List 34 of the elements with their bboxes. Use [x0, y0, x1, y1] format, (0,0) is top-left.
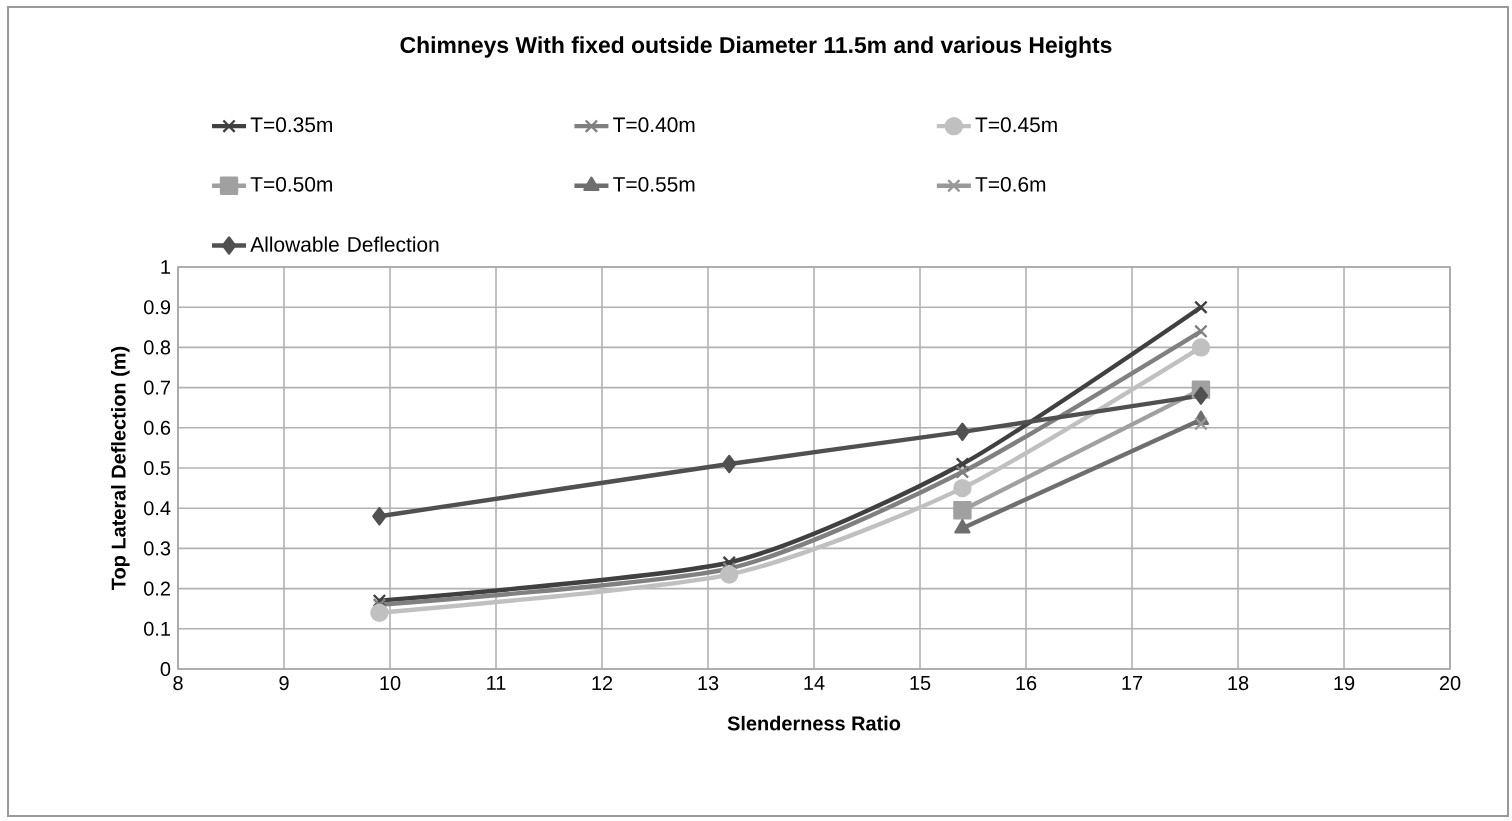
x-tick-label: 13: [698, 676, 719, 691]
legend-label: Allowable Deflection: [250, 236, 439, 252]
x-tick-label: 14: [804, 676, 825, 690]
chart-title: Chimneys With fixed outside Diameter 11.5m and various Heights: [400, 36, 1112, 58]
y-tick-label: 1: [161, 260, 171, 274]
x-tick-label: 10: [380, 676, 401, 691]
y-tick-label: 0: [160, 661, 171, 677]
y-tick-label: 0.1: [144, 621, 171, 636]
y-tick-label: 0.9: [144, 300, 171, 315]
y-axis-title: Top Lateral Deflection (m): [111, 346, 130, 590]
x-tick-label: 16: [1016, 676, 1037, 691]
y-tick-label: 0.6: [144, 420, 171, 435]
x-tick-label: 15: [910, 676, 931, 690]
y-tick-label: 0.2: [144, 581, 170, 596]
y-tick-label: 0.3: [144, 541, 171, 556]
x-tick-label: 8: [173, 676, 183, 691]
y-tick-label: 0.7: [144, 380, 170, 395]
x-axis-title: Slenderness Ratio: [727, 715, 901, 731]
legend-label: T=0.50m: [250, 176, 332, 192]
y-tick-label: 0.5: [144, 460, 171, 476]
x-tick-label: 9: [279, 676, 289, 691]
x-tick-label: 11: [487, 676, 506, 690]
x-tick-label: 18: [1228, 676, 1249, 691]
legend-label: T=0.35m: [250, 117, 332, 133]
legend-label: T=0.40m: [613, 117, 695, 133]
x-tick-label: 20: [1439, 676, 1461, 691]
x-tick-label: 19: [1334, 676, 1355, 691]
y-tick-label: 0.4: [144, 501, 171, 516]
legend-label: T=0.55m: [613, 176, 695, 192]
legend-label: T=0.45m: [975, 117, 1057, 133]
x-tick-label: 12: [592, 676, 613, 690]
y-tick-label: 0.8: [144, 340, 171, 355]
x-tick-label: 17: [1122, 676, 1143, 690]
legend-label: T=0.6m: [975, 176, 1046, 192]
